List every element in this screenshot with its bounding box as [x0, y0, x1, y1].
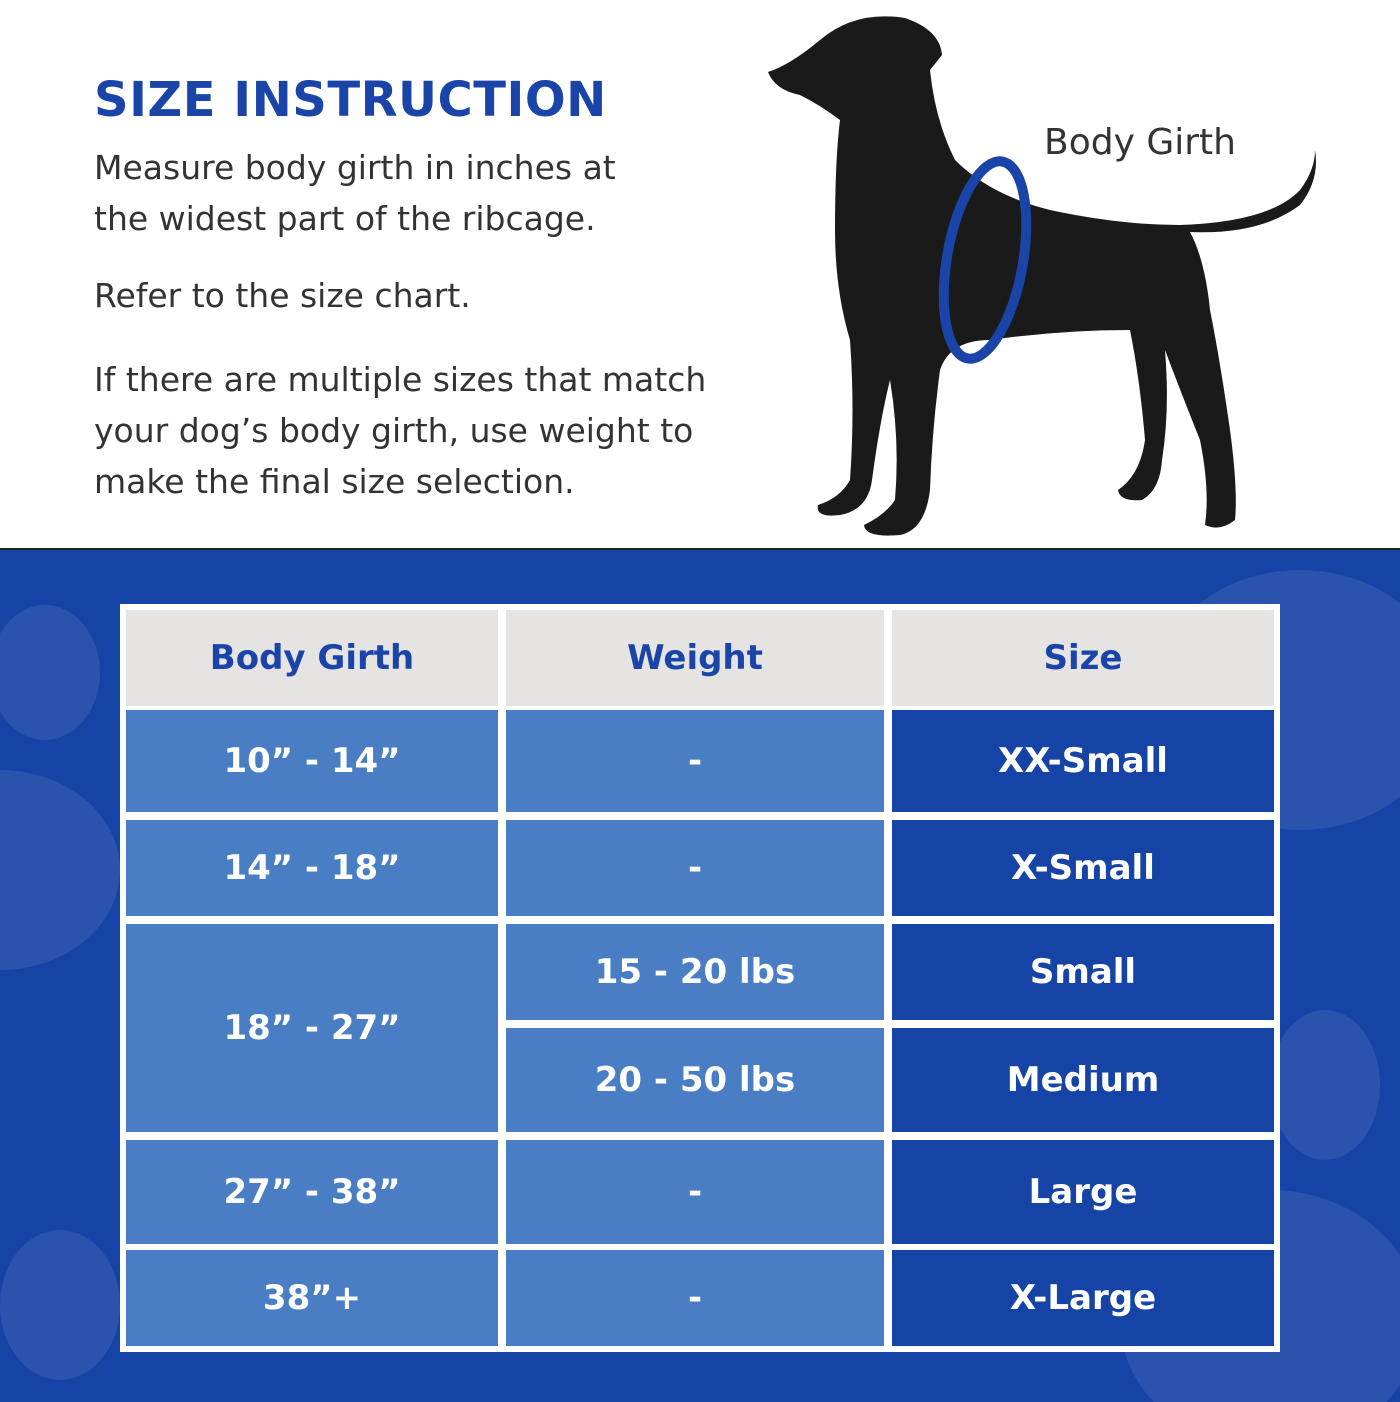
instruction-paragraph-2: Refer to the size chart. [94, 270, 471, 321]
page-title: SIZE INSTRUCTION [94, 72, 607, 128]
weight-cell: - [506, 1250, 884, 1346]
text-line: your dog’s body girth, use weight to [94, 411, 694, 450]
instruction-paragraph-3: If there are multiple sizes that match y… [94, 354, 706, 507]
size-chart-table: Body Girth Weight Size 10” - 14” - XX-Sm… [120, 604, 1280, 1352]
girth-cell: 14” - 18” [126, 820, 498, 916]
text-line: If there are multiple sizes that match [94, 360, 707, 399]
weight-cell: - [506, 710, 884, 812]
instruction-section: SIZE INSTRUCTION Measure body girth in i… [0, 0, 1400, 548]
girth-cell: 38”+ [126, 1250, 498, 1346]
paw-print-decoration [1270, 1010, 1380, 1160]
column-header-body-girth: Body Girth [126, 610, 498, 706]
weight-cell: - [506, 820, 884, 916]
text-line: the widest part of the ribcage. [94, 199, 596, 238]
text-line: Refer to the size chart. [94, 276, 471, 315]
column-header-weight: Weight [506, 610, 884, 706]
size-cell: X-Small [892, 820, 1274, 916]
weight-cell: 15 - 20 lbs [506, 924, 884, 1020]
paw-print-decoration [0, 770, 120, 970]
instruction-paragraph-1: Measure body girth in inches at the wide… [94, 142, 616, 244]
size-cell: Large [892, 1140, 1274, 1244]
paw-print-decoration [0, 605, 100, 740]
girth-cell-merged: 18” - 27” [126, 924, 498, 1132]
dog-silhouette-icon [768, 16, 1316, 536]
size-cell: Medium [892, 1028, 1274, 1132]
paw-print-decoration [0, 1230, 120, 1380]
size-cell: Small [892, 924, 1274, 1020]
girth-cell: 10” - 14” [126, 710, 498, 812]
size-cell: X-Large [892, 1250, 1274, 1346]
size-cell: XX-Small [892, 710, 1274, 812]
text-line: make the final size selection. [94, 462, 575, 501]
body-girth-label: Body Girth [1044, 122, 1236, 163]
column-header-size: Size [892, 610, 1274, 706]
weight-cell: 20 - 50 lbs [506, 1028, 884, 1132]
weight-cell: - [506, 1140, 884, 1244]
text-line: Measure body girth in inches at [94, 148, 616, 187]
girth-cell: 27” - 38” [126, 1140, 498, 1244]
